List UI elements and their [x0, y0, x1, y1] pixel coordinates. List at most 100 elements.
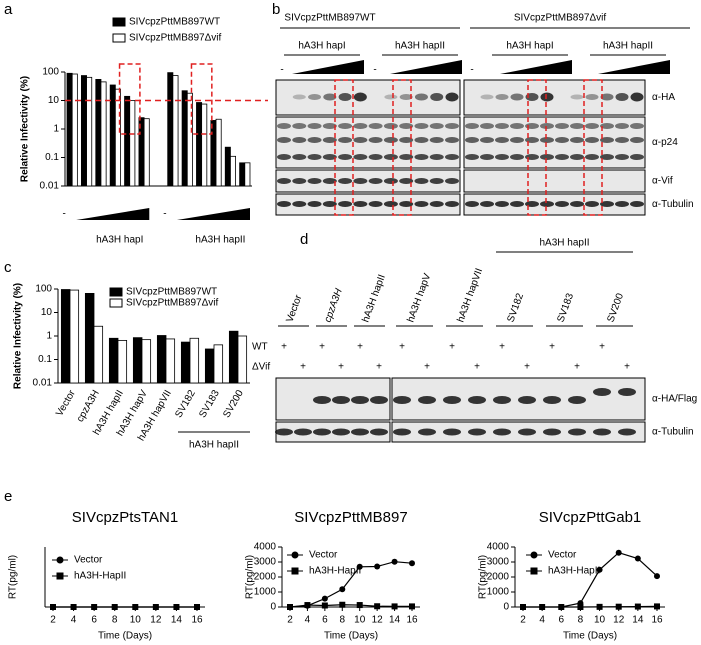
legend-label: Vector	[548, 550, 577, 561]
marker	[91, 604, 98, 610]
marker	[132, 604, 139, 610]
blot-frame	[463, 169, 646, 193]
group-label: hA3H hapI	[506, 41, 553, 52]
y-tick-label: 0.01	[40, 181, 60, 192]
y-tick-label: 2000	[487, 572, 510, 583]
legend-label: SIVcpzPttMB897Δvif	[126, 298, 218, 309]
band	[510, 137, 524, 143]
band	[383, 123, 398, 129]
band	[368, 137, 383, 143]
y-tick-label: 0	[270, 602, 276, 613]
plus: +	[624, 362, 630, 373]
band	[338, 154, 353, 160]
legend-swatch	[112, 33, 126, 43]
minus-label: -	[280, 65, 283, 76]
x-tick-label: 6	[559, 615, 565, 626]
band	[480, 123, 494, 129]
marker	[152, 604, 159, 610]
x-tick-label: 2	[287, 615, 293, 626]
band	[630, 137, 644, 143]
band	[585, 94, 599, 100]
lane-label: Vector	[284, 293, 304, 324]
band	[393, 428, 411, 436]
marker	[634, 603, 641, 610]
bar	[204, 348, 215, 384]
bar	[100, 81, 107, 187]
band	[294, 428, 312, 436]
legend-marker	[530, 551, 538, 559]
legend-label: Vector	[309, 550, 338, 561]
band	[495, 201, 509, 207]
band	[307, 123, 322, 129]
x-tick-label: 12	[372, 615, 384, 626]
panel-label: e	[4, 488, 12, 505]
band	[495, 123, 509, 129]
band	[292, 137, 307, 143]
y-tick-label: 3000	[487, 557, 510, 568]
band	[370, 428, 388, 436]
x-tick-label: -	[63, 209, 66, 220]
y-tick-label: 2000	[254, 572, 277, 583]
x-tick-label: 10	[354, 615, 366, 626]
band	[495, 154, 509, 160]
blot-frame	[275, 79, 461, 116]
dose-triangle	[500, 60, 572, 74]
band	[593, 388, 611, 396]
y-tick-label: 0.1	[38, 354, 52, 365]
band	[383, 178, 398, 184]
band	[465, 137, 479, 143]
condition-label: WT	[252, 342, 268, 353]
band	[480, 94, 494, 100]
bar	[244, 162, 251, 187]
y-axis-label: RT(pg/ml)	[8, 555, 19, 599]
x-tick-label: 12	[613, 615, 625, 626]
band	[543, 428, 561, 436]
marker	[321, 595, 328, 602]
band	[399, 123, 414, 129]
band	[480, 137, 494, 143]
bar	[86, 76, 93, 187]
marker	[654, 603, 660, 610]
marker	[194, 604, 200, 610]
bar	[172, 75, 179, 187]
plus: +	[357, 342, 363, 353]
line	[523, 605, 658, 608]
band	[468, 396, 486, 404]
y-tick-label: 0	[503, 602, 509, 613]
y-tick-label: 3000	[254, 557, 277, 568]
band	[615, 137, 629, 143]
band	[414, 154, 429, 160]
legend-label: SIVcpzPttMB897Δvif	[129, 33, 221, 44]
group-label: hA3H hapII	[603, 41, 653, 52]
band	[600, 93, 614, 101]
band	[445, 137, 459, 143]
lane-label: SV182	[505, 292, 526, 324]
band	[414, 178, 429, 184]
marker	[339, 601, 346, 608]
blots: SIVcpzPttMB897WT SIVcpzPttMB897Δvif hA3H h…	[252, 13, 697, 443]
band	[292, 178, 307, 184]
x-tick-label: 16	[651, 615, 663, 626]
band	[338, 201, 353, 207]
bar	[95, 78, 102, 187]
band	[540, 137, 554, 143]
marker	[173, 604, 180, 610]
band	[353, 154, 368, 160]
band	[518, 428, 536, 436]
band	[384, 94, 398, 100]
marker	[391, 603, 398, 610]
y-tick-label: 1	[46, 331, 52, 342]
bar	[215, 118, 222, 187]
band	[480, 201, 494, 207]
bar	[143, 118, 150, 187]
virus-label: SIVcpzPttMB897Δvif	[514, 13, 606, 24]
dose-triangle	[390, 60, 462, 74]
band	[568, 428, 586, 436]
band	[277, 178, 291, 184]
band	[543, 396, 561, 404]
band	[480, 154, 494, 160]
band	[510, 93, 524, 101]
group-label: hA3H hapI	[96, 235, 143, 246]
x-tick-label: 2	[50, 615, 56, 626]
x-tick-label: 4	[71, 615, 77, 626]
